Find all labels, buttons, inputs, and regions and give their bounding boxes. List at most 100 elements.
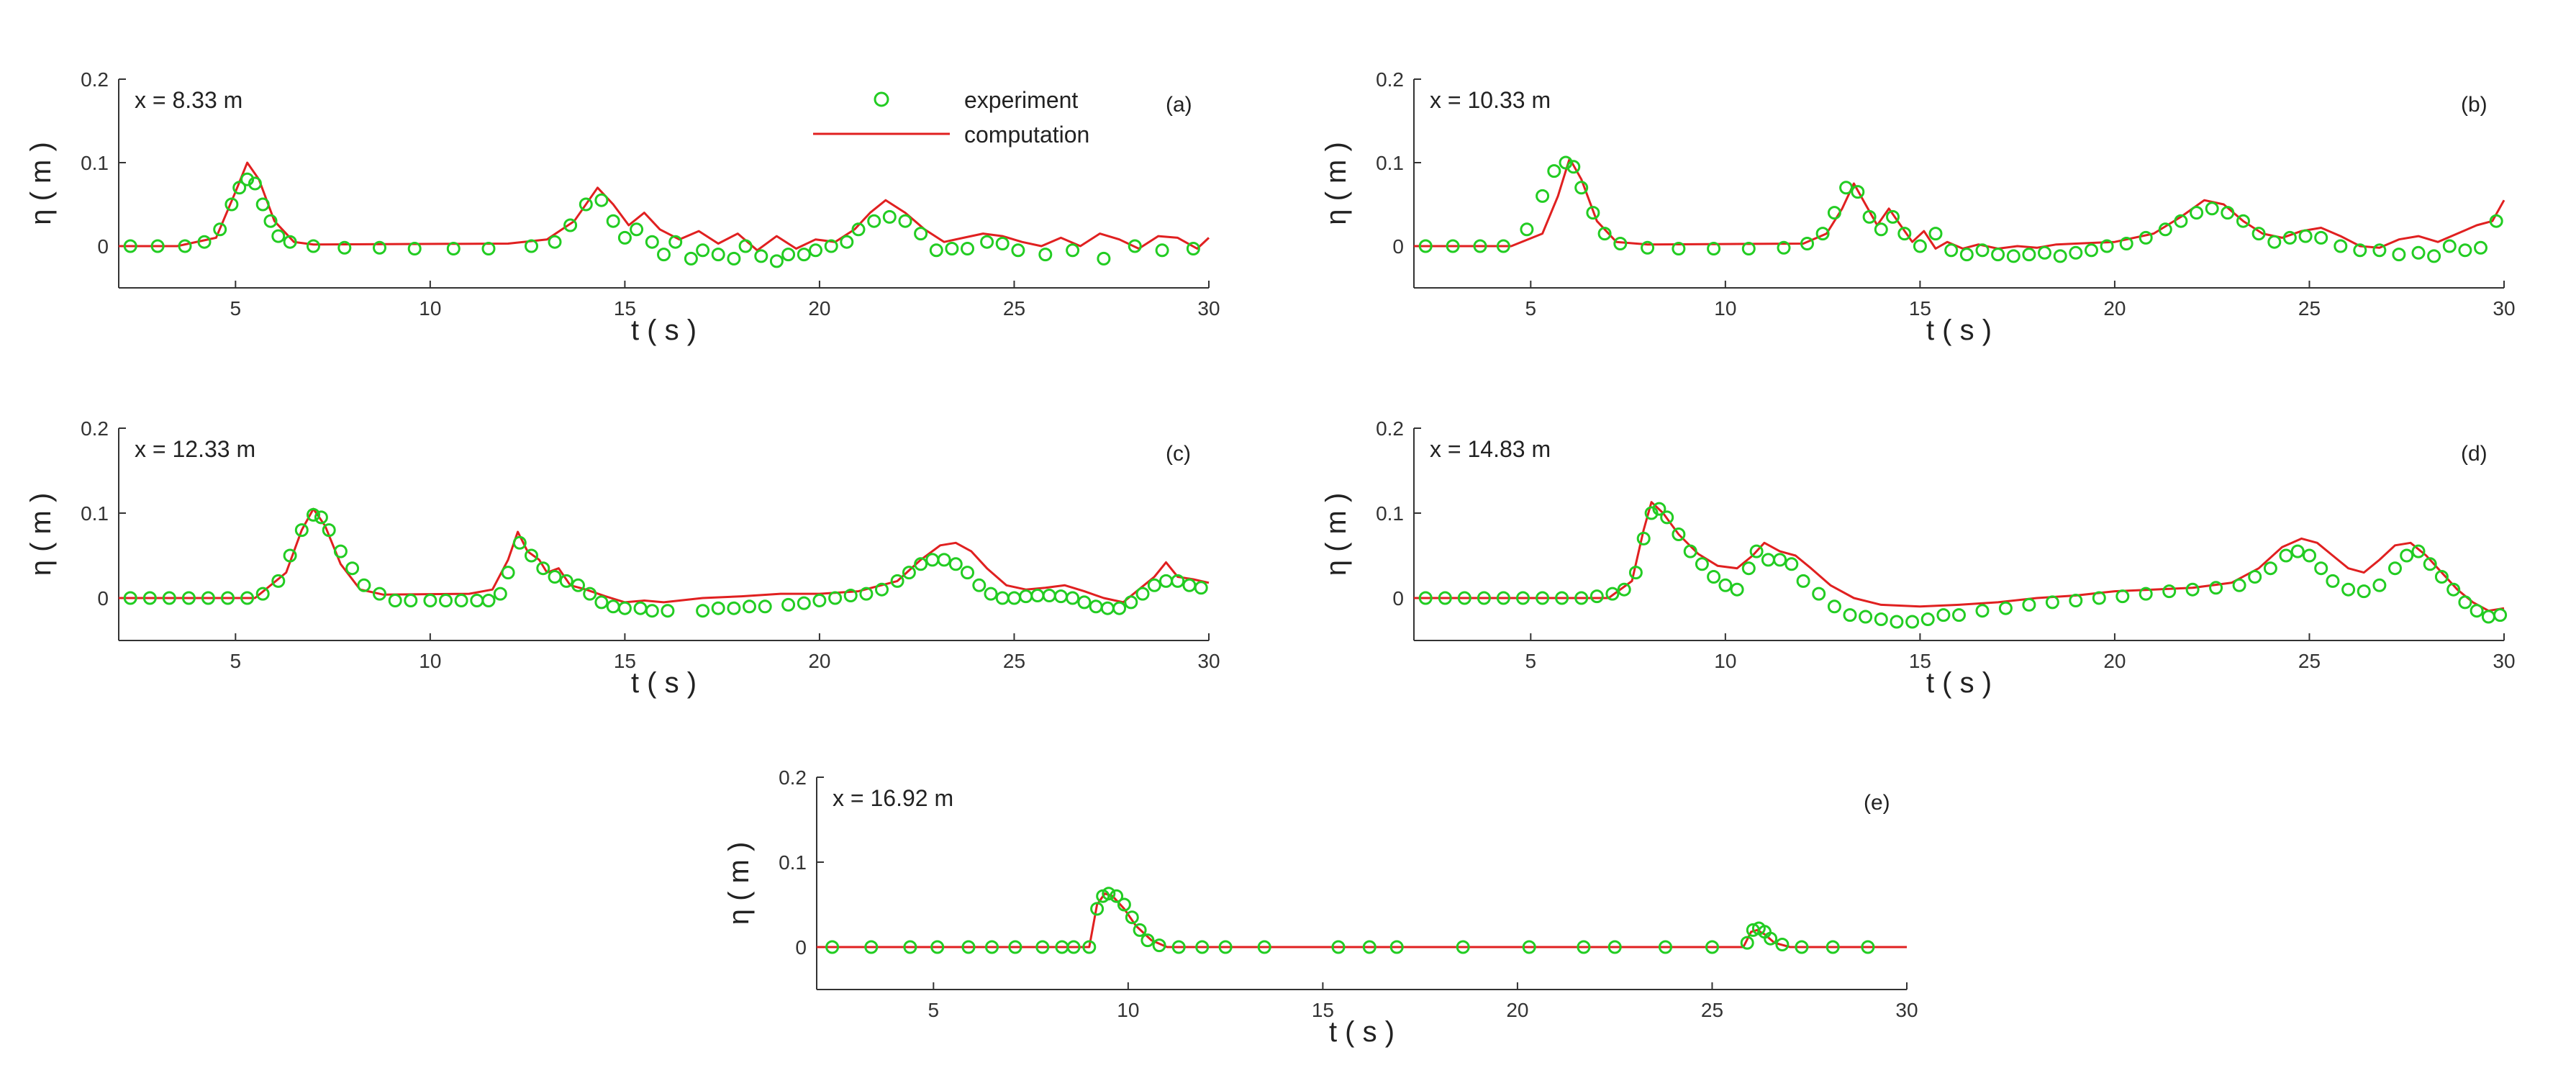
experiment-point	[1496, 591, 1510, 605]
x-tick-label: 5	[230, 650, 242, 672]
experiment-point	[980, 235, 994, 249]
experiment-point	[2022, 597, 2036, 612]
experiment-point	[743, 599, 756, 614]
experiment-point	[797, 248, 811, 262]
experiment-point	[898, 214, 912, 228]
y-tick-label: 0.1	[81, 152, 109, 174]
experiment-point	[594, 595, 609, 610]
experiment-series	[1418, 155, 2503, 263]
experiment-point	[2388, 561, 2402, 576]
experiment-point	[2085, 243, 2098, 258]
experiment-point	[1815, 227, 1830, 241]
x-tick-label: 15	[1909, 650, 1931, 672]
experiment-point	[2174, 214, 2188, 228]
experiment-point	[1920, 612, 1935, 626]
experiment-point	[294, 523, 309, 538]
experiment-point	[1019, 589, 1033, 604]
x-tick-label: 10	[419, 297, 441, 320]
experiment-point	[1547, 164, 1561, 178]
experiment-point	[606, 599, 620, 614]
experiment-point	[322, 523, 336, 538]
experiment-point	[536, 561, 550, 576]
experiment-point	[696, 604, 710, 618]
location-annotation: x = 16.92 m	[833, 785, 953, 811]
experiment-point	[1812, 587, 1826, 601]
chart-panel-b: 5 10 15 20 25 30 0 0.1 0.2 t ( s ) η ( m ) x = 10.3…	[1320, 68, 2516, 346]
experiment-point	[2069, 594, 2083, 607]
experiment-point	[890, 574, 904, 588]
experiment-point	[2248, 570, 2262, 584]
experiment-point	[867, 214, 881, 228]
experiment-point	[1566, 160, 1581, 174]
legend: experiment computation	[813, 87, 1089, 148]
experiment-point	[201, 591, 215, 605]
experiment-point	[2038, 245, 2051, 260]
experiment-point	[2298, 229, 2313, 243]
y-axis-label: η ( m )	[25, 142, 57, 225]
experiment-point	[1683, 544, 1697, 558]
chart-panel-e: 5 10 15 20 25 30 0 0.1 0.2 t ( s ) η ( m ) x = 16.9…	[723, 766, 1918, 1048]
experiment-point	[1897, 227, 1912, 241]
y-axis-label: η ( m )	[723, 842, 755, 925]
x-tick-label: 30	[1895, 999, 1918, 1021]
experiment-point	[1038, 248, 1053, 262]
experiment-point	[1773, 553, 1787, 567]
panel-label: (a)	[1166, 93, 1192, 117]
experiment-point	[1586, 206, 1600, 220]
experiment-point	[2190, 206, 2204, 220]
y-tick-label: 0.1	[1376, 152, 1404, 174]
experiment-point	[123, 239, 137, 253]
experiment-point	[2267, 235, 2282, 249]
y-tick-label: 0.1	[779, 851, 807, 874]
experiment-point	[594, 193, 609, 207]
experiment-point	[754, 249, 768, 263]
experiment-point	[1764, 931, 1778, 946]
experiment-point	[2326, 574, 2340, 588]
experiment-point	[345, 561, 360, 576]
experiment-point	[1975, 604, 1990, 618]
experiment-point	[1874, 612, 1888, 626]
experiment-point	[769, 254, 784, 268]
experiment-point	[240, 172, 255, 186]
experiment-point	[2282, 230, 2297, 245]
experiment-point	[843, 589, 858, 602]
experiment-point	[1186, 242, 1200, 255]
experiment-point	[1597, 227, 1612, 241]
experiment-point	[2341, 582, 2356, 597]
experiment-point	[1928, 227, 1943, 241]
experiment-point	[781, 597, 796, 612]
experiment-point	[263, 214, 278, 228]
y-axis-label: η ( m )	[1320, 493, 1352, 576]
experiment-point	[758, 599, 772, 614]
experiment-point	[583, 587, 597, 601]
experiment-point	[2236, 214, 2250, 228]
location-annotation: x = 14.83 m	[1430, 436, 1551, 462]
x-tick-label: 20	[808, 650, 830, 672]
y-tick-label: 0.2	[1376, 417, 1404, 440]
experiment-point	[1628, 566, 1643, 580]
experiment-point	[2232, 578, 2246, 592]
experiment-point	[2357, 584, 2371, 599]
computation-series-line	[119, 507, 1210, 604]
experiment-point	[2434, 570, 2449, 584]
experiment-point	[1536, 591, 1550, 605]
experiment-point	[903, 940, 917, 954]
experiment-point	[1861, 940, 1875, 954]
experiment-point	[579, 197, 593, 212]
experiment-point	[1952, 608, 1966, 622]
experiment-point	[150, 239, 165, 253]
experiment-point	[1991, 248, 2005, 262]
panel-label: (e)	[1864, 791, 1890, 815]
experiment-point	[248, 176, 262, 191]
y-tick-label: 0.1	[81, 502, 109, 525]
experiment-point	[1159, 574, 1173, 588]
experiment-point	[1874, 222, 1888, 237]
x-tick-label: 10	[1714, 297, 1736, 320]
experiment-point	[812, 594, 827, 607]
experiment-point	[2372, 578, 2387, 592]
experiment-point	[864, 940, 879, 954]
experiment-point	[548, 235, 562, 249]
experiment-point	[1418, 591, 1433, 605]
x-axis-label: t ( s )	[631, 667, 697, 699]
